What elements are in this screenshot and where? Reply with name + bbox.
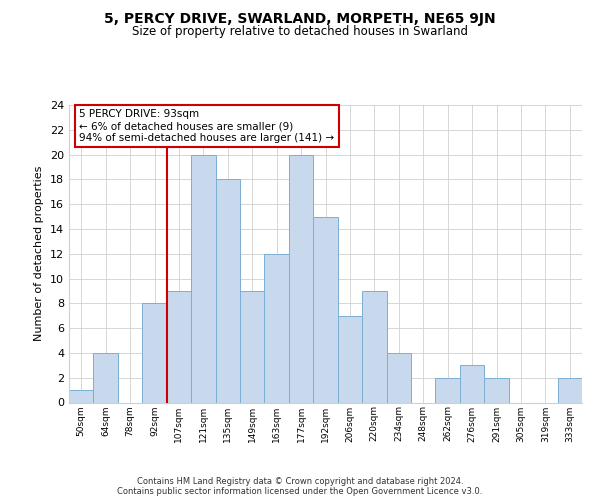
- Bar: [215, 180, 240, 402]
- Bar: [265, 254, 289, 402]
- Bar: [460, 366, 484, 403]
- Bar: [386, 353, 411, 403]
- Bar: [69, 390, 94, 402]
- Bar: [191, 154, 215, 402]
- Bar: [289, 154, 313, 402]
- Y-axis label: Number of detached properties: Number of detached properties: [34, 166, 44, 342]
- Bar: [436, 378, 460, 402]
- Bar: [338, 316, 362, 402]
- Text: 5, PERCY DRIVE, SWARLAND, MORPETH, NE65 9JN: 5, PERCY DRIVE, SWARLAND, MORPETH, NE65 …: [104, 12, 496, 26]
- Text: Size of property relative to detached houses in Swarland: Size of property relative to detached ho…: [132, 25, 468, 38]
- Text: Contains public sector information licensed under the Open Government Licence v3: Contains public sector information licen…: [118, 487, 482, 496]
- Text: 5 PERCY DRIVE: 93sqm
← 6% of detached houses are smaller (9)
94% of semi-detache: 5 PERCY DRIVE: 93sqm ← 6% of detached ho…: [79, 110, 334, 142]
- Bar: [240, 291, 265, 403]
- Bar: [484, 378, 509, 402]
- Bar: [313, 216, 338, 402]
- Bar: [557, 378, 582, 402]
- Text: Contains HM Land Registry data © Crown copyright and database right 2024.: Contains HM Land Registry data © Crown c…: [137, 477, 463, 486]
- Bar: [362, 291, 386, 403]
- Bar: [142, 304, 167, 402]
- Bar: [94, 353, 118, 403]
- Bar: [167, 291, 191, 403]
